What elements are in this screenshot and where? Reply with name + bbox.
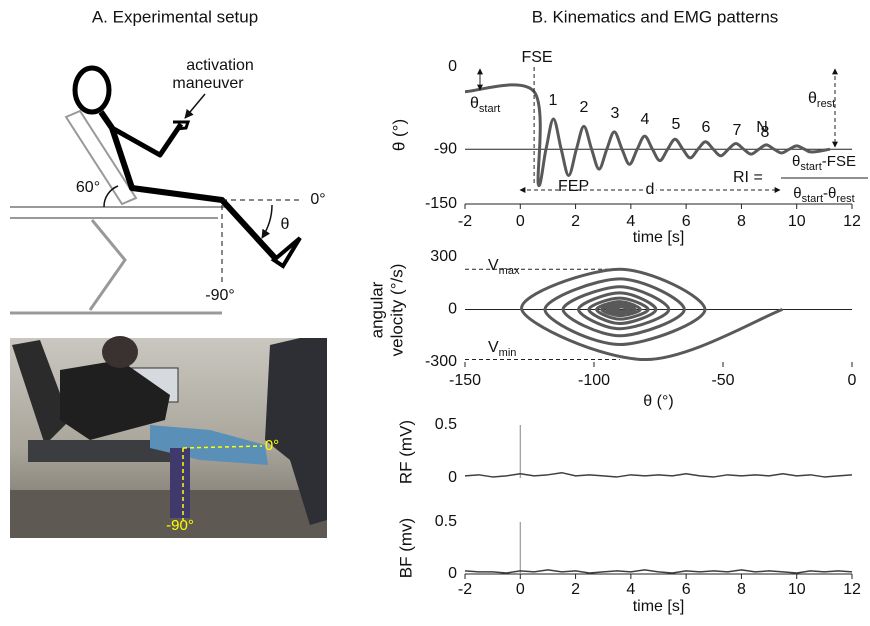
- x-tick-label: 8: [737, 581, 746, 598]
- y-tick-label: 0.5: [435, 513, 457, 530]
- text-part: start: [479, 103, 500, 115]
- y-axis-label: angular: [367, 281, 386, 338]
- x-tick-label: 0: [848, 372, 857, 389]
- panel-b-title: B. Kinematics and EMG patterns: [532, 7, 779, 26]
- photo: 0° -90°: [10, 336, 327, 538]
- text-part: θ: [792, 153, 800, 170]
- annotation: 4: [641, 111, 650, 128]
- y-tick-label: -150: [425, 195, 457, 212]
- text-part: rest: [817, 98, 835, 110]
- text-part: start: [802, 193, 823, 205]
- y-tick-label: 300: [430, 248, 457, 265]
- data-line: [464, 471, 853, 478]
- photo-label: -90°: [166, 517, 194, 534]
- x-tick-label: 2: [571, 213, 580, 230]
- setup-schematic: activation maneuver 60° 0° θ -90°: [10, 57, 326, 315]
- x-tick-label: 0: [516, 213, 525, 230]
- annotation: 2: [580, 99, 589, 116]
- annotation: θstart-θrest: [793, 185, 854, 205]
- x-axis-label: time [s]: [633, 598, 685, 615]
- annotation: d: [646, 181, 655, 198]
- x-tick-label: 6: [682, 581, 691, 598]
- x-tick-label: 8: [737, 213, 746, 230]
- y-tick-label: 0: [448, 565, 457, 582]
- text-part: θ: [808, 90, 817, 107]
- annotation: 3: [611, 105, 620, 122]
- annotation: 5: [672, 116, 681, 133]
- annotation: θrest: [808, 90, 835, 110]
- annotation: maneuver: [172, 75, 244, 92]
- y-tick-label: 0: [448, 301, 457, 318]
- annotation: 1: [549, 92, 558, 109]
- annotation: activation: [186, 57, 254, 74]
- annotation: FEP: [558, 178, 589, 195]
- text-part: -FSE: [822, 153, 856, 170]
- angle-label: 60°: [76, 179, 100, 196]
- annotation: RI =: [733, 169, 763, 186]
- text-part: max: [499, 265, 520, 277]
- text-part: V: [488, 257, 499, 274]
- data-line: [464, 569, 853, 574]
- panel-a-title: A. Experimental setup: [92, 7, 258, 26]
- y-axis-label: BF (mv): [396, 518, 415, 578]
- annotation: 6: [702, 119, 711, 136]
- x-tick-label: -100: [578, 372, 610, 389]
- annotation: θstart: [470, 95, 500, 115]
- y-tick-label: -300: [425, 353, 457, 370]
- text-part: rest: [836, 193, 854, 205]
- x-tick-label: 10: [788, 213, 806, 230]
- x-tick-label: 12: [843, 213, 861, 230]
- text-part: -θ: [823, 185, 836, 202]
- y-axis-label: θ (°): [389, 119, 408, 151]
- y-axis-label: velocity (°/s): [387, 264, 406, 357]
- y-tick-label: -90: [434, 140, 457, 157]
- y-tick-label: 0: [448, 58, 457, 75]
- annotation: FSE: [521, 49, 552, 66]
- text-part: V: [488, 339, 499, 356]
- text-part: min: [499, 347, 517, 359]
- annotation: 7: [733, 122, 742, 139]
- text-part: start: [800, 161, 821, 173]
- annotation: Vmin: [488, 339, 516, 359]
- annotation: θstart-FSE: [792, 153, 856, 173]
- angle-label: 0°: [310, 191, 325, 208]
- x-tick-label: 4: [626, 581, 635, 598]
- annotation: N: [756, 119, 768, 136]
- x-axis-label: θ (°): [643, 393, 673, 410]
- y-tick-label: 0: [448, 469, 457, 486]
- x-tick-label: 2: [571, 581, 580, 598]
- x-tick-label: 6: [682, 213, 691, 230]
- annotation: 8: [761, 124, 770, 141]
- data-line: [520, 267, 783, 362]
- data-line: [464, 83, 831, 188]
- text-part: θ: [470, 95, 479, 112]
- angle-label: θ: [281, 216, 290, 233]
- y-tick-label: 0.5: [435, 416, 457, 433]
- photo-label: 0°: [265, 437, 279, 454]
- x-tick-label: 4: [626, 213, 635, 230]
- x-tick-label: -2: [458, 581, 472, 598]
- x-tick-label: -2: [458, 213, 472, 230]
- y-axis-label: RF (mV): [396, 420, 415, 484]
- x-tick-label: -50: [711, 372, 734, 389]
- x-tick-label: 10: [788, 581, 806, 598]
- x-tick-label: 12: [843, 581, 861, 598]
- text-part: θ: [793, 185, 801, 202]
- angle-label: -90°: [205, 287, 235, 304]
- x-tick-label: 0: [516, 581, 525, 598]
- x-tick-label: -150: [449, 372, 481, 389]
- annotation: Vmax: [488, 257, 520, 277]
- x-axis-label: time [s]: [633, 229, 685, 246]
